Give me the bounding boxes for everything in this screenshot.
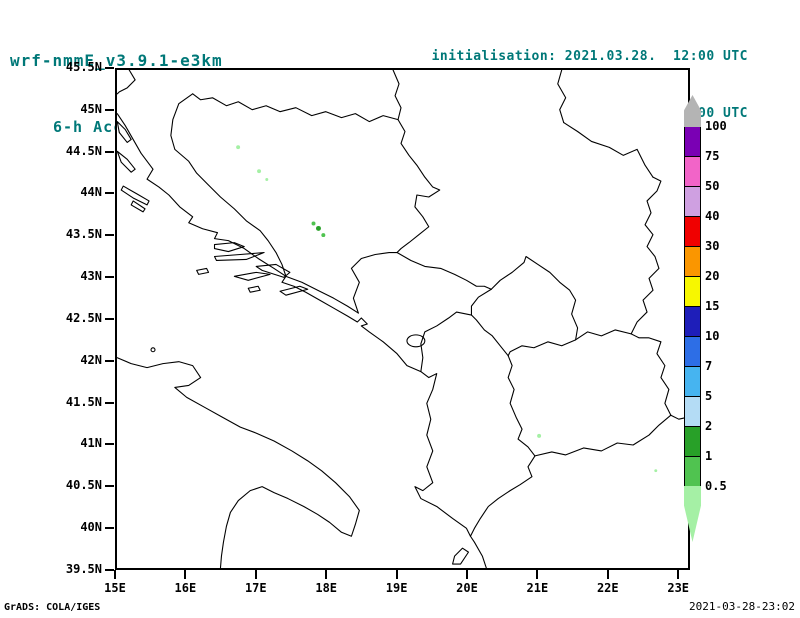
precip-spot — [257, 169, 262, 174]
colorbar-level-label: 0.5 — [705, 479, 727, 493]
lon-tick — [184, 570, 187, 579]
lon-tick-label: 20E — [456, 581, 478, 595]
lon-tick — [254, 570, 257, 579]
lat-tick — [105, 527, 114, 530]
precip-spot — [236, 145, 241, 150]
lat-tick — [105, 359, 114, 362]
lat-tick-label: 41N — [80, 436, 102, 451]
lat-tick-label: 43N — [80, 269, 102, 284]
italy-coastline — [117, 357, 360, 568]
colorbar-band — [684, 426, 701, 457]
lat-tick — [105, 401, 114, 404]
lon-tick — [606, 570, 609, 579]
lat-tick — [105, 67, 114, 69]
lake-scutari — [406, 334, 426, 348]
colorbar-level-label: 7 — [705, 359, 713, 373]
colorbar-band — [684, 366, 701, 397]
lat-tick-label: 42N — [80, 352, 102, 367]
plot-timestamp: 2021-03-28-23:02 — [689, 600, 795, 613]
colorbar-level-label: 1 — [705, 449, 713, 463]
colorbar-band — [684, 186, 701, 217]
colorbar-band — [684, 156, 701, 187]
lat-tick — [105, 108, 114, 111]
precip-spot — [315, 225, 321, 231]
lon-tick-label: 21E — [526, 581, 549, 595]
colorbar-band — [684, 306, 701, 337]
lon-tick-label: 22E — [596, 581, 619, 595]
colorbar-band — [684, 246, 701, 277]
lat-tick-label: 44N — [80, 185, 102, 200]
lon-tick-label: 18E — [315, 581, 338, 595]
colorbar-level-label: 20 — [705, 269, 720, 283]
precip-spots-layer — [236, 145, 658, 473]
lat-tick — [105, 192, 114, 195]
map-canvas — [117, 70, 688, 568]
lon-tick-label: 15E — [104, 581, 126, 595]
colorbar-level-label: 5 — [705, 389, 713, 403]
lon-tick — [395, 570, 398, 579]
colorbar-over-arrow — [684, 95, 701, 127]
map-frame — [115, 68, 690, 570]
lat-tick-label: 45.5N — [65, 60, 102, 74]
colorbar-band — [684, 216, 701, 247]
islands — [117, 121, 470, 565]
precip-spot — [537, 433, 542, 438]
colorbar-band — [684, 276, 701, 307]
lon-tick — [325, 570, 328, 579]
lon-tick-label: 17E — [244, 581, 267, 595]
colorbar-level-label: 75 — [705, 149, 720, 163]
colorbar-level-label: 10 — [705, 329, 720, 343]
lat-tick-label: 43.5N — [65, 227, 102, 242]
colorbar-level-label: 40 — [705, 209, 720, 223]
precip-spot — [321, 233, 326, 238]
lat-tick — [105, 276, 114, 279]
colorbar-band — [684, 126, 701, 157]
lat-tick — [105, 443, 114, 446]
lat-tick-label: 40.5N — [65, 478, 102, 493]
country-borders — [117, 70, 688, 537]
coastlines — [117, 113, 487, 568]
colorbar-band — [684, 456, 701, 487]
colorbar-band — [684, 336, 701, 367]
lon-tick — [466, 570, 468, 579]
lon-tick — [536, 570, 539, 579]
colorbar-level-label: 15 — [705, 299, 720, 313]
colorbar-level-label: 50 — [705, 179, 720, 193]
lon-tick-label: 16E — [174, 581, 197, 595]
precip-spot — [265, 178, 269, 182]
lat-tick — [105, 150, 114, 153]
colorbar-level-label: 2 — [705, 419, 713, 433]
lat-tick — [105, 234, 114, 237]
model-title: wrf-nmmE_v3.9.1-e3km — [10, 51, 223, 70]
lon-tick — [677, 570, 680, 579]
lat-tick — [105, 568, 114, 571]
lat-tick-label: 45N — [80, 101, 102, 116]
colorbar — [684, 95, 701, 542]
lat-tick-label: 39.5N — [65, 561, 102, 576]
colorbar-level-label: 100 — [705, 119, 727, 133]
colorbar-under-arrow — [684, 486, 701, 542]
lon-tick-label: 19E — [385, 581, 408, 595]
grads-credit: GrADS: COLA/IGES — [4, 602, 101, 613]
precip-spot — [654, 469, 658, 473]
lon-tick — [114, 570, 116, 579]
lat-tick-label: 41.5N — [65, 394, 102, 409]
lat-tick — [105, 317, 114, 320]
colorbar-band — [684, 396, 701, 427]
lat-tick-label: 40N — [80, 520, 102, 535]
lon-tick-label: 23E — [667, 581, 690, 595]
lat-tick-label: 42.5N — [65, 310, 102, 325]
init-time-label: initialisation: 2021.03.28. 12:00 UTC — [431, 49, 748, 64]
adriatic-east-coastline — [117, 113, 487, 568]
precip-spot — [311, 221, 316, 226]
lat-tick — [105, 485, 114, 488]
colorbar-level-label: 30 — [705, 239, 720, 253]
lat-tick-label: 44.5N — [65, 143, 102, 158]
